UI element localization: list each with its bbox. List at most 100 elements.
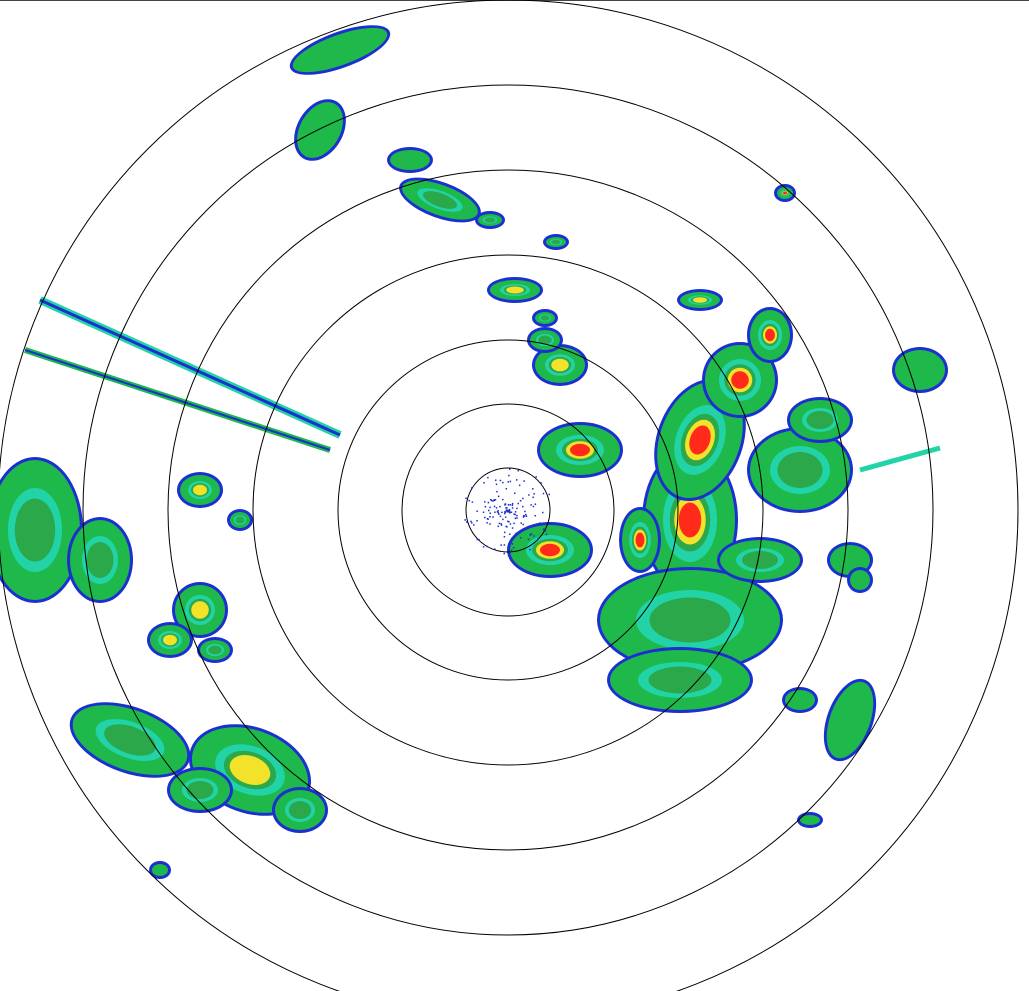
clutter-point (516, 517, 518, 519)
echo-cell (540, 543, 560, 557)
echo-cell (635, 532, 645, 548)
clutter-point (504, 511, 506, 513)
clutter-point (533, 493, 535, 495)
clutter-point (487, 476, 489, 479)
clutter-point (508, 508, 511, 511)
clutter-point (516, 507, 518, 510)
clutter-point (483, 481, 485, 484)
clutter-point (473, 524, 475, 526)
clutter-point (517, 469, 520, 472)
clutter-point (489, 516, 491, 518)
clutter-point (537, 537, 539, 540)
clutter-point (511, 502, 514, 505)
clutter-point (494, 498, 497, 501)
clutter-point (488, 509, 490, 512)
clutter-point (514, 492, 516, 494)
clutter-point (543, 528, 545, 530)
echo-cell (689, 425, 711, 455)
echo-cell (806, 411, 834, 429)
clutter-point (530, 504, 532, 506)
interference-strobe (39, 298, 341, 437)
clutter-point (484, 505, 487, 508)
clutter-point (529, 533, 532, 536)
clutter-point (486, 522, 488, 524)
echo-cell (193, 484, 207, 496)
echo-cell (288, 801, 312, 819)
clutter-point (545, 533, 548, 536)
clutter-point (525, 513, 527, 516)
clutter-point (511, 504, 514, 507)
clutter-point (484, 516, 486, 519)
clutter-point (500, 544, 502, 546)
clutter-point (500, 523, 502, 525)
clutter-point (507, 504, 510, 506)
clutter-point (512, 547, 515, 549)
clutter-point (496, 511, 499, 513)
echo-cell (850, 570, 870, 590)
clutter-point (494, 511, 496, 513)
clutter-point (511, 527, 514, 529)
clutter-point (487, 501, 490, 504)
clutter-point (486, 545, 488, 548)
clutter-point (471, 487, 473, 489)
echo-cell (292, 27, 388, 73)
echo-cell (191, 601, 209, 619)
echo-cell (551, 358, 569, 372)
range-ring (337, 339, 679, 681)
echo-cell (783, 191, 787, 195)
clutter-point (493, 499, 496, 502)
clutter-point (471, 501, 474, 503)
clutter-point (509, 480, 512, 483)
clutter-point (489, 523, 491, 525)
clutter-point (490, 499, 493, 502)
clutter-point (540, 482, 542, 484)
echo-cell (777, 452, 823, 488)
clutter-point (504, 504, 506, 506)
clutter-point (532, 488, 534, 490)
clutter-point (529, 534, 532, 536)
clutter-point (522, 523, 525, 526)
echo-cell (538, 335, 552, 345)
echo-cell (765, 328, 775, 342)
interference-strobe (859, 445, 941, 473)
clutter-point (465, 497, 467, 500)
clutter-point (476, 538, 479, 541)
echo-cell (693, 297, 707, 303)
clutter-point (510, 549, 513, 552)
echo-cell (742, 551, 778, 569)
clutter-point (508, 510, 511, 512)
clutter-point (534, 514, 537, 517)
clutter-point (507, 481, 510, 483)
clutter-point (544, 529, 547, 532)
clutter-point (500, 524, 503, 526)
clutter-point (497, 525, 500, 528)
interference-strobe (24, 349, 331, 451)
clutter-point (476, 519, 478, 522)
clutter-point (532, 496, 534, 499)
clutter-point (525, 515, 528, 517)
echo-cell (86, 542, 114, 578)
clutter-point (497, 510, 499, 512)
precipitation-echoes (0, 25, 948, 879)
clutter-point (522, 505, 524, 508)
clutter-point (508, 474, 510, 477)
clutter-point (493, 505, 496, 508)
clutter-point (548, 493, 550, 496)
clutter-point (519, 499, 522, 502)
clutter-point (503, 531, 506, 534)
clutter-point (470, 520, 472, 523)
clutter-point (506, 509, 509, 512)
clutter-point (511, 538, 514, 540)
clutter-point (476, 510, 478, 512)
clutter-point (504, 503, 507, 505)
clutter-point (468, 499, 471, 502)
clutter-point (532, 505, 535, 508)
clutter-point (513, 522, 515, 525)
clutter-point (505, 507, 507, 509)
clutter-point (498, 513, 500, 516)
echo-cell (208, 645, 222, 655)
clutter-point (511, 507, 514, 509)
clutter-point (489, 506, 491, 509)
